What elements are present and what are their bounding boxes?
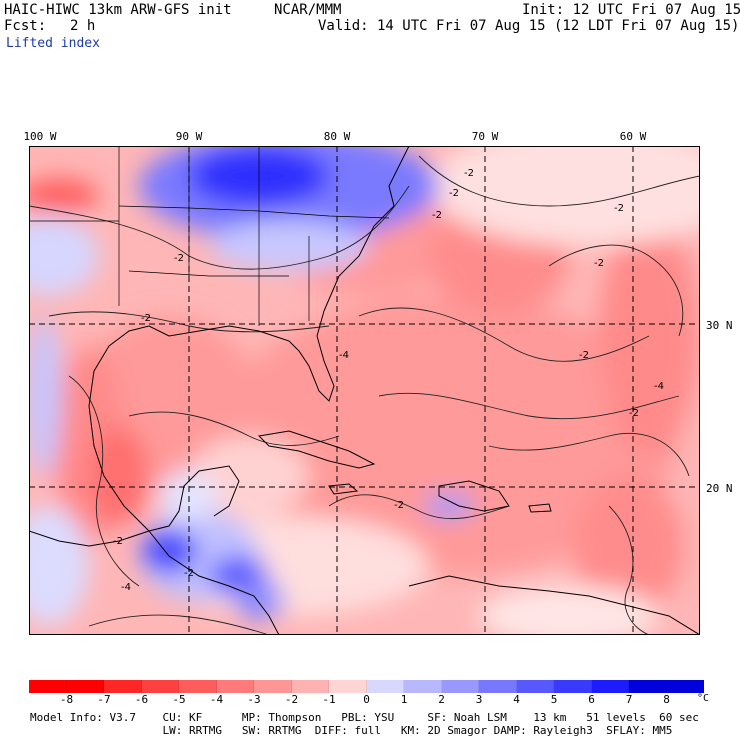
colorbar-swatch [404,680,442,693]
colorbar-tick-label: 4 [513,693,520,706]
colorbar-swatch [329,680,367,693]
lifted-index-map: -2 -2 -2 -2 -2 -2 -2 -2 -2 -4 -4 -4 -2 -… [29,146,700,635]
colorbar-tick-label: 0 [363,693,370,706]
contour-label: -2 [432,210,442,221]
colorbar-swatch [554,680,592,693]
colorbar-tick-label: -5 [172,693,186,706]
map-frame [29,146,700,635]
colorbar-swatch [29,680,67,693]
colorbar [29,680,704,693]
lon-label-60w: 60 W [619,130,647,143]
colorbar-swatch [591,680,629,693]
colorbar-swatch [104,680,142,693]
colorbar-tick-label: 3 [475,693,483,706]
colorbar-tick-label: 8 [663,693,670,706]
colorbar-tick-label: 5 [550,693,558,706]
latlon-grid [29,146,700,635]
lat-label-30n: 30 N [706,319,733,332]
contour-label: -2 [614,203,624,214]
colorbar-labels: -8 -7 -6 -5 -4 -3 -2 -1 0 1 2 3 4 5 6 7 8 [29,693,704,707]
colorbar-swatch [629,680,667,693]
org-label: NCAR/MMM [274,2,342,18]
colorbar-tick-label: -6 [134,693,149,706]
lon-label-80w: 80 W [323,130,351,143]
lon-label-90w: 90 W [175,130,203,143]
colorbar-swatch [66,680,104,693]
colorbar-swatch [216,680,254,693]
colorbar-tick-label: -7 [97,693,111,706]
colorbar-swatch [179,680,217,693]
contour-label: -4 [121,582,131,593]
contour-label: -2 [141,313,151,324]
colorbar-tick-label: -8 [59,693,74,706]
colorbar-swatch [254,680,292,693]
contour-label: -4 [339,350,349,361]
contour-label: -2 [113,536,123,547]
contour-label: -2 [594,258,604,269]
lon-label-100w: 100 W [23,130,57,143]
contour-label: -2 [629,408,639,419]
contour-label: -2 [174,253,184,264]
contour-label: -2 [579,350,589,361]
colorbar-swatch [516,680,554,693]
lat-label-20n: 20 N [706,482,733,495]
colorbar-swatch [479,680,517,693]
forecast-hour: 2 h [70,18,96,34]
lon-label-70w: 70 W [471,130,499,143]
colorbar-tick-label: -3 [247,693,261,706]
contour-label: -2 [464,168,474,179]
model-title: HAIC-HIWC 13km ARW-GFS init [4,2,232,18]
contour-value-labels: -2 -2 -2 -2 -2 -2 -2 -2 -2 -4 -4 -4 -2 -… [113,168,664,593]
contour-lines [29,155,700,635]
colorbar-tick-label: 1 [400,693,408,706]
colorbar-tick-label: 6 [588,693,595,706]
colorbar-tick-label: 7 [625,693,633,706]
colorbar-swatch [366,680,404,693]
contour-label: -2 [184,568,194,579]
colorbar-swatch [141,680,179,693]
forecast-label: Fcst: [4,18,47,34]
model-info-line2: LW: RRTMG SW: RRTMG DIFF: full KM: 2D Sm… [30,724,673,737]
field-name: Lifted index [6,36,100,51]
colorbar-swatch [441,680,479,693]
contour-label: -4 [654,381,664,392]
valid-time: Valid: 14 UTC Fri 07 Aug 15 (12 LDT Fri … [318,18,740,34]
contour-label: -2 [394,500,404,511]
colorbar-tick-label: -2 [284,693,299,706]
colorbar-swatch [291,680,329,693]
contour-label: -2 [449,188,459,199]
colorbar-tick-label: 2 [438,693,445,706]
colorbar-swatch [666,680,704,693]
init-time: Init: 12 UTC Fri 07 Aug 15 [522,2,740,18]
colorbar-tick-label: -4 [209,693,224,706]
colorbar-unit: °C [697,693,710,704]
colorbar-tick-label: -1 [322,693,336,706]
model-info-line1: Model Info: V3.7 CU: KF MP: Thompson PBL… [30,711,699,724]
